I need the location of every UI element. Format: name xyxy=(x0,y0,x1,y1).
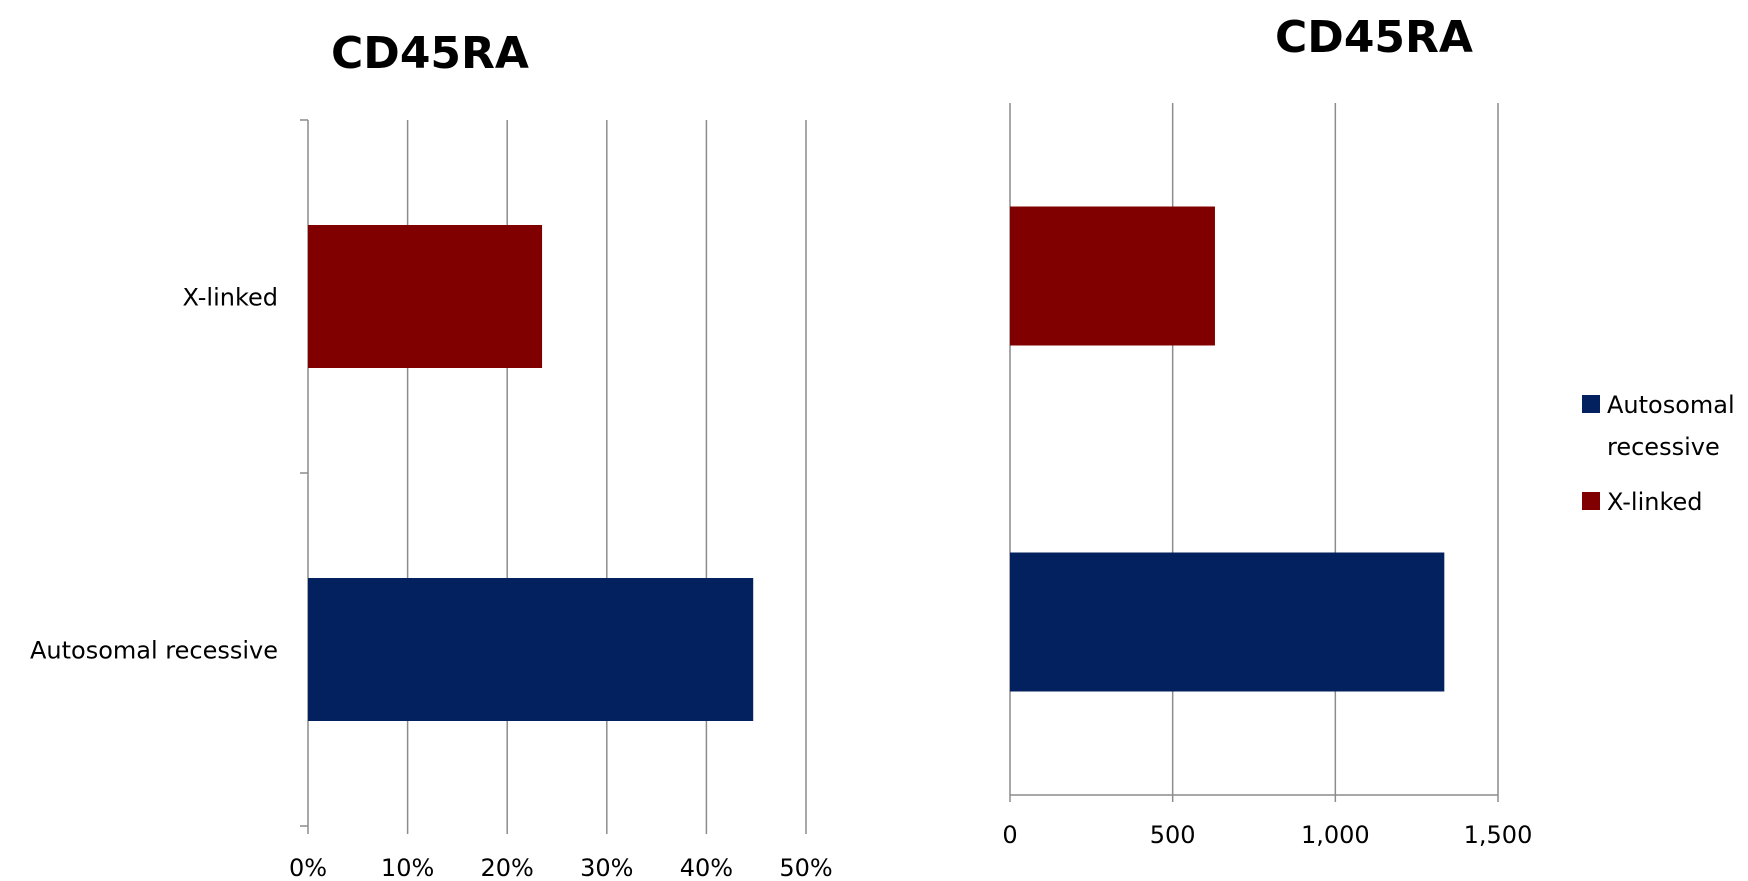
left-bar-x-linked xyxy=(308,225,543,368)
left-category-label: Autosomal recessive xyxy=(30,637,278,665)
legend-label: recessive xyxy=(1607,433,1720,461)
legend-label: X-linked xyxy=(1607,488,1703,516)
right-x-tick-label: 1,000 xyxy=(1301,821,1370,849)
left-category-label: X-linked xyxy=(183,284,279,312)
right-bar-x-linked xyxy=(1010,206,1215,346)
left-x-tick-label: 0% xyxy=(289,854,327,881)
left-x-tick-label: 30% xyxy=(580,854,633,881)
left-bar-autosomal-recessive xyxy=(308,578,754,721)
right-x-tick-label: 500 xyxy=(1150,821,1196,849)
left-x-tick-label: 20% xyxy=(481,854,534,881)
legend-swatch xyxy=(1582,395,1600,413)
left-chart: CD45RA 0% 10% 20% 30% 40% 50% X-linked Autosomal… xyxy=(30,28,833,881)
legend-swatch xyxy=(1582,492,1600,510)
right-legend: Autosomal recessive X-linked xyxy=(1582,391,1735,516)
right-chart: CD45RA 0 500 1,000 1,500 Autosomal recessive X-… xyxy=(1002,12,1734,849)
right-x-tick-label: 0 xyxy=(1002,821,1017,849)
left-x-tick-label: 40% xyxy=(680,854,733,881)
right-bar-autosomal-recessive xyxy=(1010,552,1445,692)
left-chart-title: CD45RA xyxy=(331,28,529,79)
right-x-tick-label: 1,500 xyxy=(1464,821,1533,849)
left-x-tick-label: 50% xyxy=(779,854,832,881)
legend-label: Autosomal xyxy=(1607,391,1735,419)
left-x-tick-label: 10% xyxy=(381,854,434,881)
right-chart-title: CD45RA xyxy=(1275,12,1473,63)
